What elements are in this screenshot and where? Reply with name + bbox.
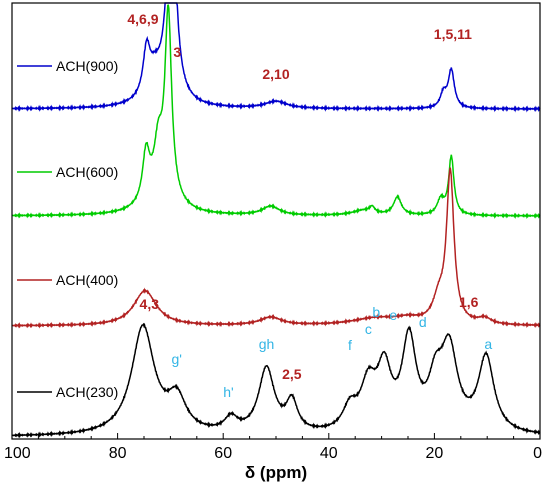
peak-label: 4,3 <box>140 296 160 312</box>
legend-entry: ACH(600) <box>17 164 118 180</box>
x-tick-label: 0 <box>533 445 542 462</box>
series-line-ach230 <box>11 322 541 439</box>
x-tick-label: 80 <box>109 445 127 462</box>
x-tick-label: 20 <box>426 445 444 462</box>
peak-label: h' <box>223 384 233 400</box>
series-line-ach900 <box>11 2 541 113</box>
peak-label: 1,5,11 <box>434 26 472 42</box>
x-axis-title: δ (ppm) <box>245 463 307 482</box>
legend-entry: ACH(400) <box>17 272 118 288</box>
peak-label: gh <box>259 336 275 352</box>
peak-label: 1,6 <box>459 294 479 310</box>
legend: ACH(900) ACH(600) ACH(400) ACH(230) <box>17 58 118 400</box>
x-tick-label: 60 <box>214 445 232 462</box>
peak-label: e <box>389 307 397 323</box>
legend-entry: ACH(230) <box>17 384 118 400</box>
x-tick-label: 40 <box>320 445 338 462</box>
legend-label: ACH(900) <box>56 58 118 74</box>
legend-label: ACH(600) <box>56 164 118 180</box>
peak-label: 2,10 <box>262 66 289 82</box>
traces <box>11 2 541 439</box>
peak-label: c <box>365 321 372 337</box>
peak-label: f <box>348 337 352 353</box>
peak-label: a <box>484 336 492 352</box>
x-axis: 100 80 60 40 20 0 <box>4 433 542 462</box>
peak-label: 3 <box>173 44 181 60</box>
peak-label: b <box>372 304 380 320</box>
series-line-ach400 <box>11 167 541 329</box>
peak-label: 2,5 <box>282 366 302 382</box>
x-tick-label: 100 <box>4 445 31 462</box>
series-line-ach600 <box>11 4 541 220</box>
legend-label: ACH(230) <box>56 384 118 400</box>
peak-label: 4,6,9 <box>127 11 158 27</box>
legend-label: ACH(400) <box>56 272 118 288</box>
peak-label: d <box>419 314 427 330</box>
peak-label: g' <box>172 351 182 367</box>
legend-entry: ACH(900) <box>17 58 118 74</box>
